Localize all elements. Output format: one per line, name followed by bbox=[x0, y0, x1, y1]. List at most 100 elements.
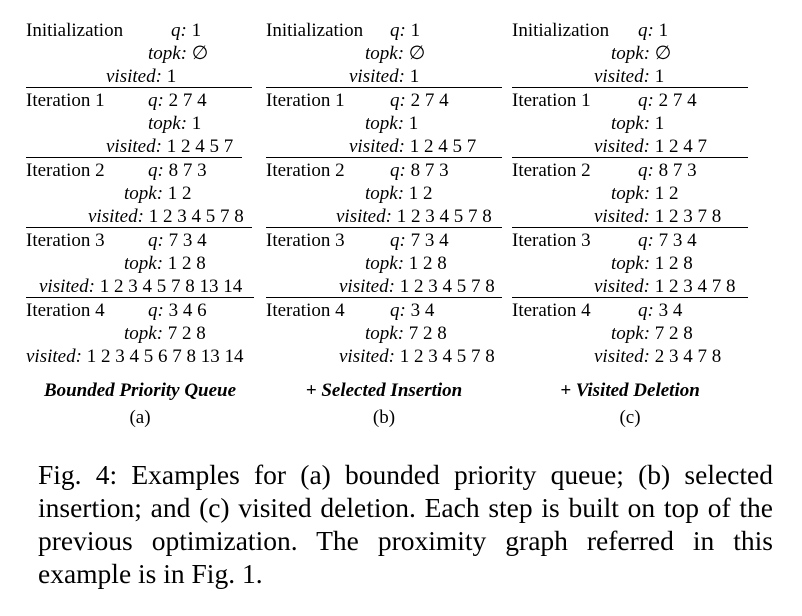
separator bbox=[512, 87, 748, 88]
visited-line: visited: 1 2 3 4 5 6 7 8 13 14 bbox=[26, 346, 243, 368]
panel-c-label: (c) bbox=[619, 407, 641, 428]
topk-value: 1 2 bbox=[408, 183, 433, 204]
block-iteration-2: Iteration 2 q: 8 7 3 topk: 1 2 visited: … bbox=[266, 158, 516, 228]
topk-value: 7 2 8 bbox=[167, 323, 206, 344]
q-value: 3 4 bbox=[658, 300, 683, 321]
block-iteration-1: Iteration 1 q: 2 7 4 topk: 1 visited: 1 … bbox=[512, 88, 762, 158]
separator bbox=[512, 297, 748, 298]
panel-b-title: + Selected Insertion bbox=[305, 380, 463, 401]
visited-value: 1 2 4 5 7 bbox=[166, 136, 234, 157]
topk-value: 7 2 8 bbox=[408, 323, 447, 344]
q-line: q: 8 7 3 bbox=[390, 160, 449, 182]
q-line: q: 3 4 bbox=[638, 300, 682, 322]
step-label: Iteration 4 bbox=[26, 300, 105, 321]
visited-value: 1 2 3 4 5 7 8 bbox=[399, 346, 495, 367]
topk-value: ∅ bbox=[654, 43, 672, 64]
block-iteration-4: Iteration 4 q: 3 4 topk: 7 2 8 visited: … bbox=[266, 298, 516, 368]
topk-key: topk: bbox=[124, 183, 164, 204]
step-label: Iteration 1 bbox=[512, 90, 591, 111]
visited-key: visited: bbox=[106, 66, 162, 87]
visited-value: 1 bbox=[166, 66, 177, 87]
q-line: q: 3 4 bbox=[390, 300, 434, 322]
step-label: Iteration 1 bbox=[26, 90, 105, 111]
q-value: 3 4 bbox=[410, 300, 435, 321]
separator bbox=[266, 297, 502, 298]
step-label: Iteration 1 bbox=[266, 90, 345, 111]
topk-key: topk: bbox=[611, 43, 651, 64]
topk-key: topk: bbox=[148, 113, 188, 134]
panel-a-title: Bounded Priority Queue bbox=[43, 380, 237, 401]
q-value: 8 7 3 bbox=[168, 160, 207, 181]
q-value: 2 7 4 bbox=[658, 90, 697, 111]
block-iteration-2: Iteration 2 q: 8 7 3 topk: 1 2 visited: … bbox=[512, 158, 762, 228]
visited-value: 1 2 4 7 bbox=[654, 136, 707, 157]
q-key: q: bbox=[148, 160, 164, 181]
visited-line: visited: 1 2 4 5 7 bbox=[106, 136, 233, 158]
topk-value: 1 bbox=[654, 113, 665, 134]
visited-line: visited: 1 2 4 7 bbox=[594, 136, 707, 158]
visited-key: visited: bbox=[594, 66, 650, 87]
step-label: Iteration 4 bbox=[266, 300, 345, 321]
q-line: q: 7 3 4 bbox=[148, 230, 207, 252]
visited-line: visited: 1 2 3 4 5 7 8 13 14 bbox=[39, 276, 242, 298]
visited-key: visited: bbox=[88, 206, 144, 227]
panel-b-label: (b) bbox=[372, 407, 396, 428]
visited-line: visited: 1 2 3 4 5 7 8 bbox=[339, 346, 495, 368]
topk-key: topk: bbox=[611, 183, 651, 204]
visited-line: visited: 1 bbox=[106, 66, 176, 88]
separator bbox=[266, 87, 502, 88]
topk-key: topk: bbox=[611, 113, 651, 134]
topk-value: 1 2 8 bbox=[654, 253, 693, 274]
q-value: 3 4 6 bbox=[168, 300, 207, 321]
q-key: q: bbox=[148, 300, 164, 321]
step-label: Iteration 3 bbox=[266, 230, 345, 251]
topk-line: topk: 1 bbox=[365, 113, 418, 135]
topk-line: topk: 1 2 8 bbox=[365, 253, 447, 275]
separator bbox=[26, 227, 252, 228]
figure: Initialization q: 1 topk: ∅ visited: 1 I… bbox=[26, 18, 762, 428]
visited-value: 1 2 4 5 7 bbox=[409, 136, 477, 157]
topk-value: 1 bbox=[191, 113, 202, 134]
separator bbox=[26, 297, 254, 298]
step-label: Iteration 2 bbox=[26, 160, 105, 181]
separator bbox=[512, 157, 748, 158]
block-iteration-1: Iteration 1 q: 2 7 4 topk: 1 visited: 1 … bbox=[266, 88, 516, 158]
q-key: q: bbox=[148, 90, 164, 111]
q-line: q: 2 7 4 bbox=[638, 90, 697, 112]
visited-line: visited: 1 2 3 7 8 bbox=[594, 206, 721, 228]
visited-value: 1 2 3 7 8 bbox=[654, 206, 722, 227]
visited-key: visited: bbox=[594, 206, 650, 227]
q-line: q: 7 3 4 bbox=[638, 230, 697, 252]
step-label: Iteration 2 bbox=[512, 160, 591, 181]
topk-line: topk: 1 bbox=[611, 113, 664, 135]
q-value: 2 7 4 bbox=[410, 90, 449, 111]
topk-key: topk: bbox=[611, 253, 651, 274]
visited-value: 1 bbox=[654, 66, 665, 87]
visited-key: visited: bbox=[26, 346, 82, 367]
topk-value: 1 2 8 bbox=[167, 253, 206, 274]
q-key: q: bbox=[390, 160, 406, 181]
visited-line: visited: 1 2 3 4 5 7 8 bbox=[336, 206, 492, 228]
block-initialization: Initialization q: 1 topk: ∅ visited: 1 bbox=[266, 18, 516, 88]
topk-value: ∅ bbox=[408, 43, 426, 64]
block-iteration-3: Iteration 3 q: 7 3 4 topk: 1 2 8 visited… bbox=[512, 228, 762, 298]
separator bbox=[26, 87, 252, 88]
block-initialization: Initialization q: 1 topk: ∅ visited: 1 bbox=[512, 18, 762, 88]
visited-key: visited: bbox=[339, 276, 395, 297]
topk-value: 7 2 8 bbox=[654, 323, 693, 344]
q-line: q: 2 7 4 bbox=[390, 90, 449, 112]
panel-b: Initialization q: 1 topk: ∅ visited: 1 I… bbox=[266, 18, 516, 368]
q-value: 1 bbox=[191, 20, 202, 41]
q-line: q: 7 3 4 bbox=[390, 230, 449, 252]
topk-value: ∅ bbox=[191, 43, 209, 64]
visited-key: visited: bbox=[349, 66, 405, 87]
block-iteration-4: Iteration 4 q: 3 4 6 topk: 7 2 8 visited… bbox=[26, 298, 276, 368]
q-key: q: bbox=[638, 160, 654, 181]
topk-key: topk: bbox=[365, 183, 405, 204]
visited-value: 1 2 3 4 7 8 bbox=[654, 276, 736, 297]
topk-line: topk: 1 2 bbox=[365, 183, 433, 205]
visited-line: visited: 1 2 3 4 5 7 8 bbox=[88, 206, 244, 228]
q-value: 8 7 3 bbox=[410, 160, 449, 181]
step-label: Initialization bbox=[512, 20, 610, 41]
q-key: q: bbox=[638, 20, 654, 41]
